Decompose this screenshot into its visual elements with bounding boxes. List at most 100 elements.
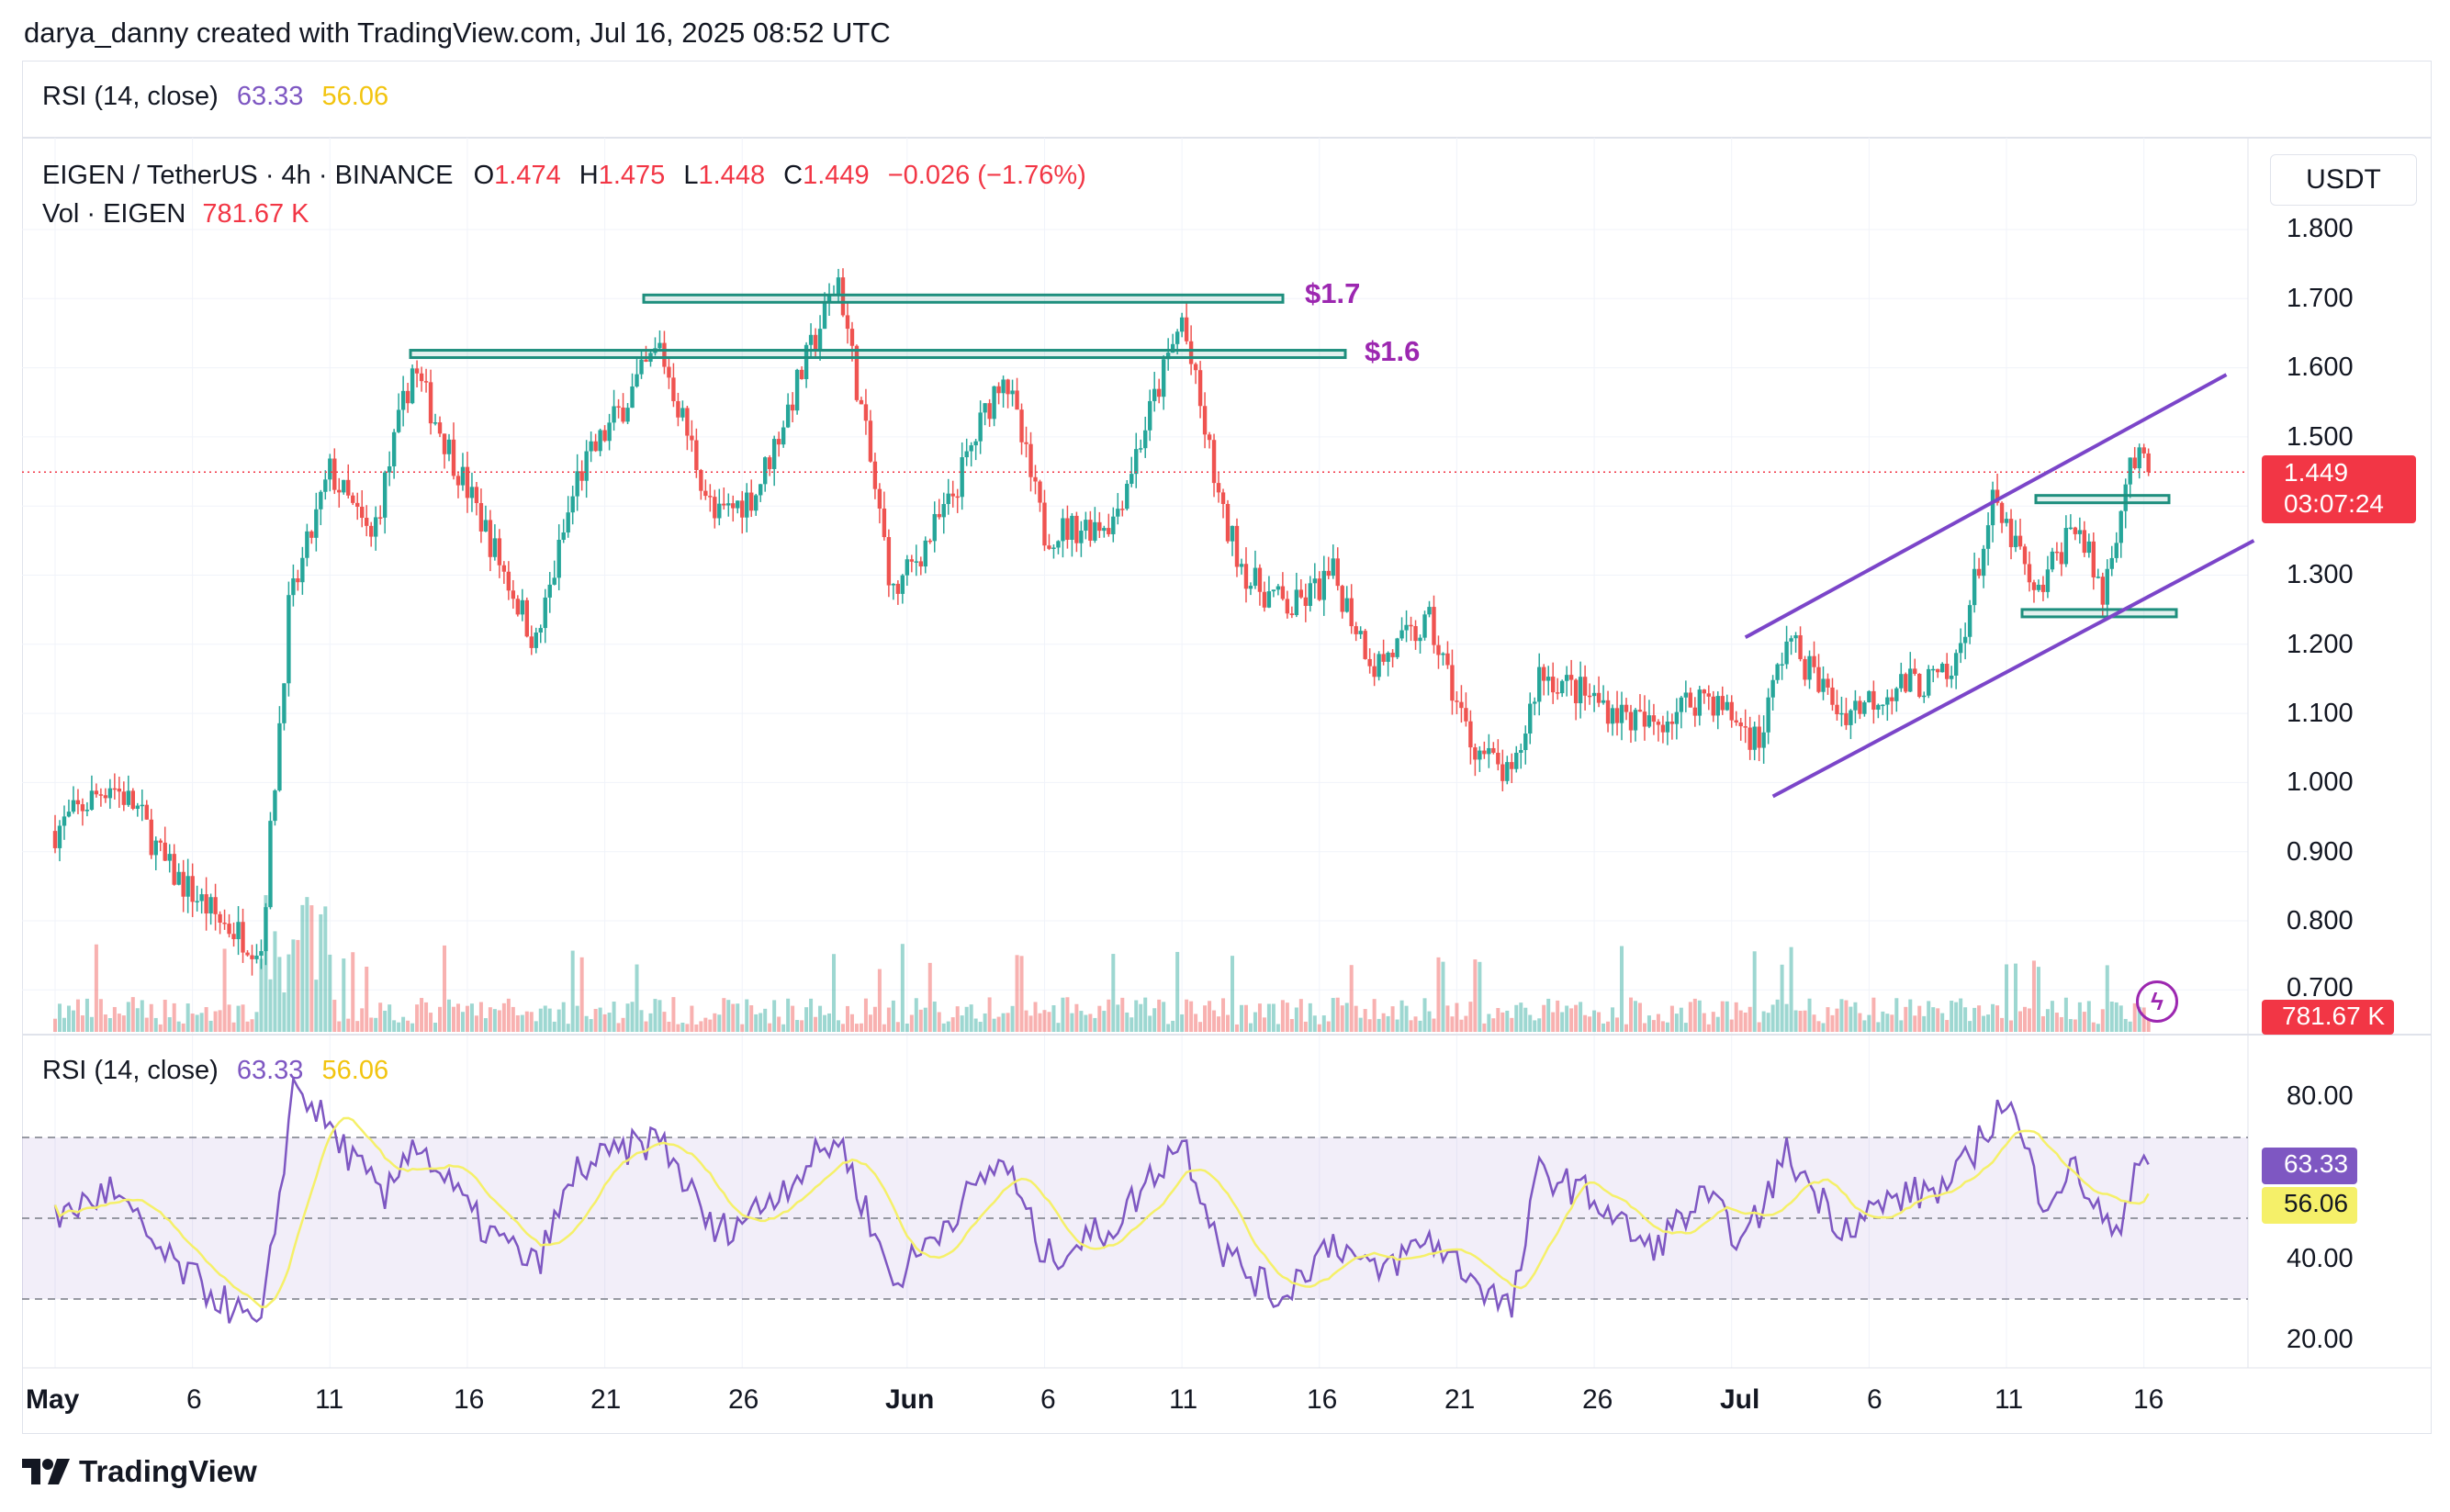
volume-legend[interactable]: Vol · EIGEN 781.67 K [42, 199, 309, 230]
volume-bar [1660, 1021, 1665, 1032]
rsi-tick-20: 20.00 [2287, 1325, 2354, 1354]
candle-body [1441, 653, 1445, 655]
volume-bar [900, 944, 905, 1032]
candle-body [2059, 552, 2064, 565]
candle-body [1881, 704, 1885, 707]
candle-body [713, 497, 717, 519]
candle-body [1953, 653, 1959, 676]
candle-body [612, 406, 616, 423]
candle-body [89, 790, 95, 810]
candle-body [2040, 584, 2046, 592]
candle-body [1097, 521, 1102, 532]
candle-body [1234, 525, 1240, 567]
candle-body [1354, 626, 1358, 634]
volume-bar [589, 1019, 593, 1032]
volume-bar [547, 1008, 552, 1032]
volume-value: 781.67 K [202, 199, 309, 229]
volume-bar [1940, 1013, 1945, 1032]
candle-body [524, 599, 529, 637]
volume-bar [529, 1012, 534, 1032]
volume-bar [1839, 999, 1844, 1032]
candle-body [1298, 589, 1304, 598]
volume-bar [969, 1004, 973, 1032]
candle-body [218, 913, 222, 924]
volume-bar [1445, 1005, 1450, 1032]
candle-body [190, 876, 195, 902]
volume-bar [703, 1017, 708, 1032]
candle-body [759, 484, 763, 496]
volume-bar [1276, 1024, 1280, 1032]
candle-body [474, 487, 479, 504]
open-key: O [473, 161, 495, 190]
candle-body [365, 518, 369, 526]
candle-body [236, 922, 241, 939]
candle-body [1120, 509, 1125, 510]
candle-body [740, 500, 745, 518]
volume-bar [791, 1005, 795, 1032]
candle-body [296, 578, 300, 583]
tradingview-logo[interactable]: TradingView [22, 1454, 257, 1489]
candle-body [319, 491, 323, 510]
candle-body [1038, 481, 1042, 503]
candle-body [204, 894, 208, 914]
candle-body [1542, 666, 1546, 681]
candle-body [2073, 527, 2078, 534]
candle-body [501, 565, 507, 572]
candle-body [277, 722, 282, 791]
lightning-icon[interactable]: ϟ [2136, 980, 2178, 1023]
volume-bar [1377, 1018, 1381, 1032]
volume-bar [2027, 1008, 2031, 1032]
volume-bar [1597, 1012, 1601, 1032]
candle-body [149, 819, 153, 856]
volume-bar [1642, 1023, 1646, 1032]
volume-bar [777, 1016, 781, 1032]
candle-body [1702, 689, 1706, 694]
price-legend[interactable]: EIGEN / TetherUS · 4h · BINANCE O1.474 H… [42, 161, 1086, 191]
candle-body [1386, 652, 1390, 662]
volume-bar [305, 897, 309, 1032]
candle-body [1894, 688, 1899, 701]
volume-bar [355, 1021, 360, 1032]
rsi-top-legend[interactable]: RSI (14, close) 63.33 56.06 [42, 82, 388, 112]
candle-body [1496, 753, 1500, 765]
volume-bar [630, 1002, 635, 1032]
volume-bar [1812, 1014, 1816, 1032]
volume-bar [1656, 1014, 1660, 1032]
candle-body [1899, 674, 1904, 689]
volume-bar [877, 969, 882, 1032]
volume-bar [1574, 1004, 1579, 1032]
volume-bar [1826, 1007, 1830, 1032]
candle-body [593, 441, 598, 452]
volume-bar [222, 948, 227, 1032]
candle-body [762, 457, 768, 485]
candle-body [1944, 664, 1950, 679]
candle-body [1605, 700, 1611, 724]
volume-bar [351, 952, 355, 1032]
volume-bar [1542, 1004, 1546, 1032]
candle-body [1248, 586, 1253, 589]
volume-bar [1720, 1001, 1725, 1032]
candle-body [1422, 614, 1427, 638]
volume-bar [1867, 1014, 1871, 1032]
candle-body [1555, 692, 1560, 694]
x-label-jun: Jun [885, 1384, 935, 1415]
volume-bar [745, 999, 749, 1032]
volume-bar [2137, 1006, 2141, 1032]
volume-bar [1734, 1002, 1738, 1032]
volume-bar [218, 1010, 222, 1032]
currency-selector[interactable]: USDT [2270, 154, 2417, 206]
volume-bar [328, 954, 332, 1032]
volume-bar [1646, 1015, 1651, 1032]
candle-body [1165, 353, 1171, 360]
volume-bar [625, 1003, 630, 1032]
candle-body [176, 871, 181, 885]
volume-bar [520, 1014, 524, 1032]
rsi-pane-legend[interactable]: RSI (14, close) 63.33 56.06 [42, 1056, 388, 1086]
volume-bar [845, 1005, 849, 1032]
candle-body [1156, 388, 1162, 398]
candle-body [460, 466, 466, 486]
candle-body [1107, 528, 1111, 534]
volume-bar [277, 957, 282, 1032]
volume-bar [524, 1011, 529, 1032]
